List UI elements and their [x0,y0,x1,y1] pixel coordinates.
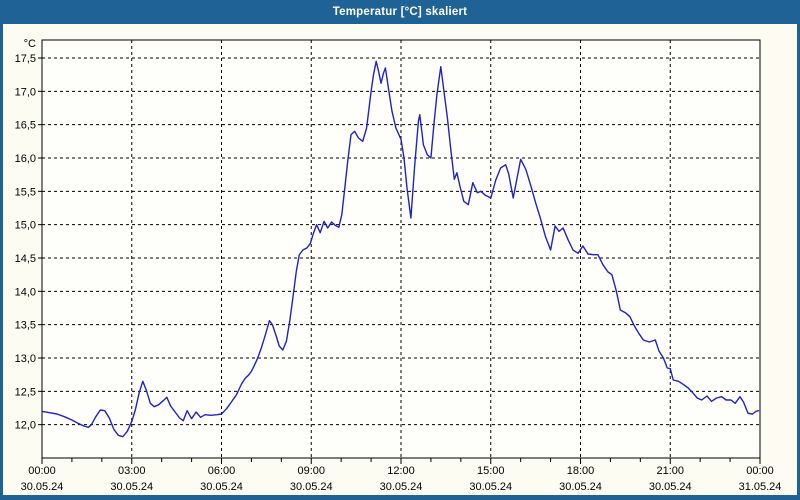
y-tick-label: 13,0 [15,353,36,365]
x-tick-time-label: 12:00 [387,465,415,477]
x-tick-time-label: 15:00 [477,465,505,477]
y-tick-label: 17,5 [15,53,36,65]
temperature-chart: 17,5 17,0 16,5 16,0 15,5 15,0 14,5 14,0 13,5 13,0… [15,38,782,493]
x-tick-date-label: 31.05.24 [739,481,782,493]
y-axis-unit-label: °C [24,38,36,50]
x-tick-date-label: 30.05.24 [200,481,243,493]
x-tick-date-label: 30.05.24 [380,481,423,493]
y-tick-label: 16,5 [15,120,36,132]
x-tick-time-label: 00:00 [28,465,56,477]
y-tick-label: 13,5 [15,320,36,332]
x-tick-date-label: 30.05.24 [559,481,602,493]
chart-area: 17,5 17,0 16,5 16,0 15,5 15,0 14,5 14,0 13,5 13,0… [3,24,797,495]
x-tick-time-label: 09:00 [297,465,325,477]
y-tick-label: 15,5 [15,186,36,198]
y-tick-label: 16,0 [15,153,36,165]
x-tick-date-label: 30.05.24 [469,481,512,493]
x-tick-date-label: 30.05.24 [649,481,692,493]
x-tick-date-label: 30.05.24 [21,481,64,493]
y-tick-label: 17,0 [15,86,36,98]
x-tick-date-label: 30.05.24 [290,481,333,493]
x-tick-time-label: 06:00 [208,465,236,477]
x-tick-time-label: 21:00 [656,465,684,477]
temperature-line [41,60,760,438]
x-tick-time-label: 18:00 [567,465,595,477]
x-tick-time-label: 03:00 [118,465,146,477]
x-tick-date-label: 30.05.24 [110,481,153,493]
y-tick-label: 12,5 [15,386,36,398]
y-tick-label: 15,0 [15,220,36,232]
y-tick-label: 12,0 [15,420,36,432]
title-bar: Temperatur [°C] skaliert [0,0,800,24]
y-tick-label: 14,0 [15,286,36,298]
x-tick-time-label: 00:00 [746,465,774,477]
chart-title: Temperatur [°C] skaliert [332,6,468,18]
y-tick-label: 14,5 [15,253,36,265]
